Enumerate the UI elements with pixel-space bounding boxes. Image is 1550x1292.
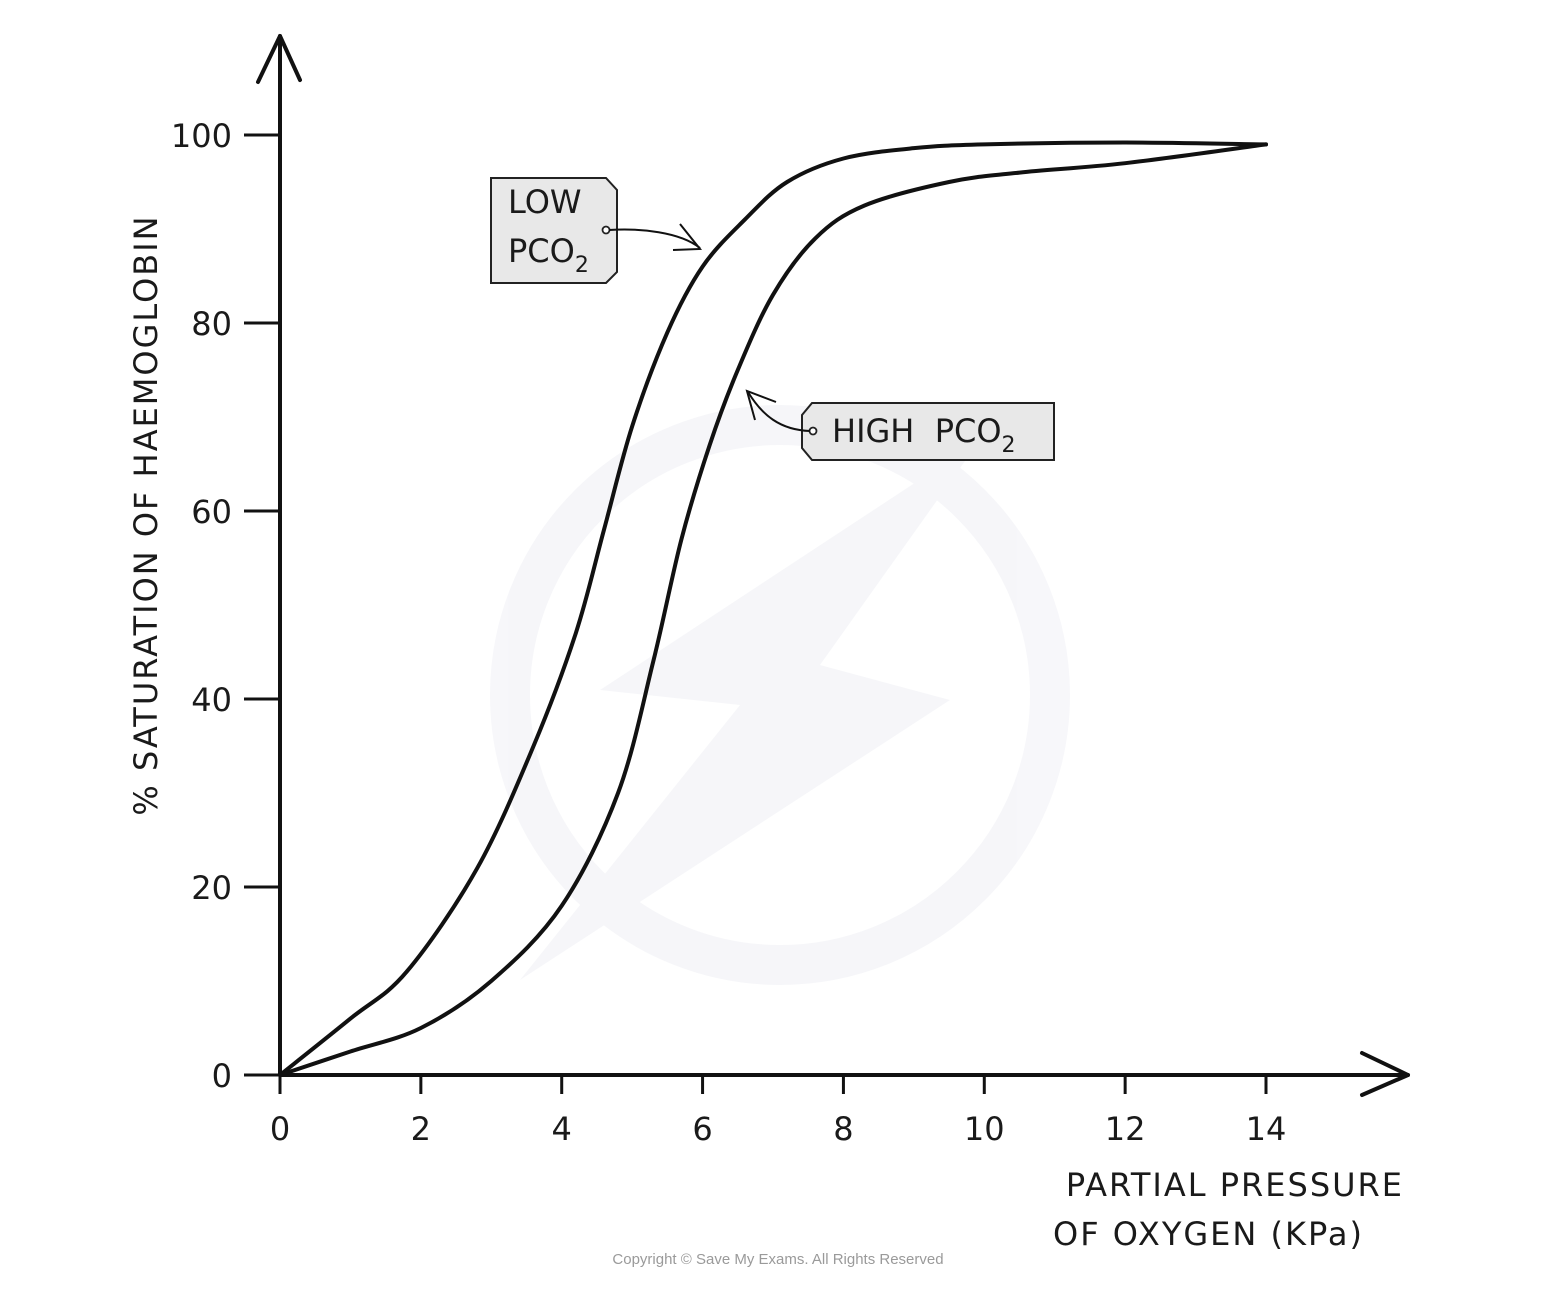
y-tick-label: 60 (191, 493, 232, 531)
x-axis-arrow (1360, 1051, 1410, 1097)
low-pco2-annotation: LOW PCO2 (490, 177, 703, 284)
low-pco2-pointer (608, 228, 701, 249)
copyright-notice: Copyright © Save My Exams. All Rights Re… (612, 1251, 943, 1268)
x-tick-label: 12 (1105, 1110, 1146, 1148)
high-pco2-annotation: HIGH PCO2 (745, 389, 1055, 461)
low-pco2-pointer-head (672, 223, 703, 251)
high-pco2-pointer-head (745, 389, 777, 421)
high-pco2-curve (278, 142, 1268, 1077)
high-pco2-tag (801, 402, 1055, 461)
low-pco2-curve (278, 140, 1268, 1077)
x-tick-label: 4 (552, 1110, 572, 1148)
x-tick-label: 14 (1246, 1110, 1287, 1148)
x-tick-label: 6 (692, 1110, 712, 1148)
x-tick-label: 10 (964, 1110, 1005, 1148)
y-tick-label: 40 (191, 681, 232, 719)
y-axis-arrow (256, 34, 302, 84)
high-pco2-label: HIGH PCO2 (832, 412, 1016, 458)
x-tick-label: 2 (411, 1110, 431, 1148)
x-axis-ticks: 0 2 4 6 8 10 12 14 (270, 1075, 1287, 1148)
series-layer (278, 140, 1268, 1077)
low-pco2-tag-hole (601, 225, 611, 235)
y-tick-label: 80 (191, 305, 232, 343)
high-pco2-tag-hole (808, 426, 818, 436)
low-pco2-tag (490, 177, 618, 284)
y-tick-label: 100 (171, 117, 232, 155)
low-pco2-label-line1: LOW (508, 183, 582, 221)
y-tick-label: 20 (191, 869, 232, 907)
high-pco2-pointer (747, 391, 811, 432)
y-tick-label: 0 (212, 1057, 232, 1095)
low-pco2-label-line2: PCO2 (508, 232, 589, 278)
watermark-logo (510, 425, 1050, 980)
x-axis-title-line2: OF OXYGEN (KPa) (1053, 1215, 1364, 1253)
y-axis-ticks: 0 20 40 60 80 100 (171, 117, 280, 1095)
y-axis-title: % SATURATION OF HAEMOGLOBIN (127, 214, 165, 815)
x-tick-label: 8 (833, 1110, 853, 1148)
x-axis-title-line1: PARTIAL PRESSURE (1066, 1166, 1404, 1204)
x-tick-label: 0 (270, 1110, 290, 1148)
